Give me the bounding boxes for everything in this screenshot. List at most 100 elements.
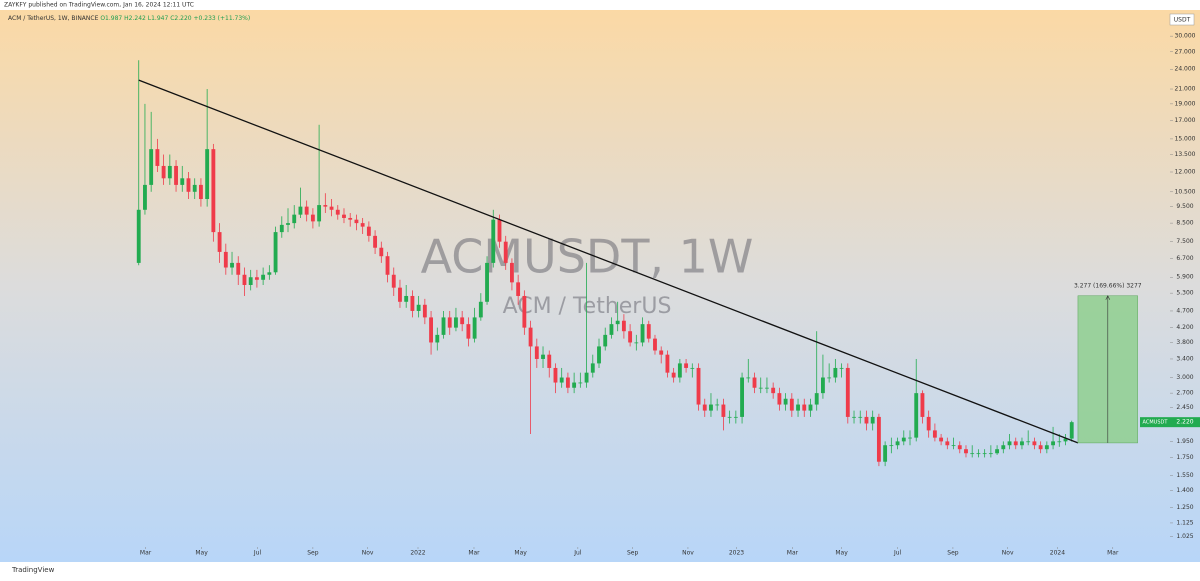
candle-body bbox=[485, 262, 489, 302]
candle-body bbox=[758, 387, 763, 389]
candle-body bbox=[466, 324, 471, 339]
candle-body bbox=[155, 149, 160, 166]
x-tick-label: Nov bbox=[362, 550, 374, 557]
candle-body bbox=[261, 274, 266, 280]
currency-box[interactable] bbox=[1169, 13, 1195, 26]
candle-body bbox=[310, 214, 315, 222]
candle-body bbox=[603, 334, 608, 347]
candle-body bbox=[547, 354, 552, 368]
candle-body bbox=[1038, 445, 1043, 450]
y-tick-label: 5.300 bbox=[1176, 290, 1193, 297]
candle-body bbox=[211, 149, 216, 233]
candle-body bbox=[422, 304, 427, 318]
candle-body bbox=[590, 363, 595, 373]
candle-body bbox=[323, 205, 328, 207]
candle-body bbox=[441, 317, 446, 335]
y-tick-label: 19.000 bbox=[1175, 100, 1196, 107]
candle-body bbox=[783, 398, 788, 405]
y-tick-label: 1.750 bbox=[1176, 454, 1193, 461]
candle-body bbox=[342, 214, 346, 218]
footer-brand: TradingView bbox=[11, 566, 55, 574]
measure-label: 3.277 (169.66%) 3277 bbox=[1074, 282, 1142, 289]
legend: ACM / TetherUS, 1W, BINANCE O1.987 H2.24… bbox=[8, 15, 250, 22]
candle-body bbox=[1001, 445, 1006, 450]
candle-body bbox=[416, 304, 421, 311]
candle-body bbox=[802, 404, 807, 411]
candle-body bbox=[858, 416, 863, 418]
candle-body bbox=[429, 317, 433, 343]
y-tick-label: 3.000 bbox=[1176, 374, 1193, 381]
candle-body bbox=[267, 272, 272, 275]
candle-body bbox=[1026, 441, 1031, 443]
y-tick-label: 2.700 bbox=[1176, 390, 1193, 397]
candle-body bbox=[926, 416, 931, 431]
candle-body bbox=[889, 445, 894, 447]
candle-body bbox=[702, 404, 707, 411]
last-price-tag bbox=[1140, 417, 1170, 428]
currency: USDT bbox=[1174, 17, 1191, 24]
candle-body bbox=[752, 377, 757, 388]
candle-body bbox=[167, 165, 172, 179]
close: C2.220 bbox=[170, 15, 192, 22]
candle-body bbox=[286, 223, 290, 225]
y-tick-label: 21.000 bbox=[1175, 86, 1196, 93]
candle-body bbox=[460, 317, 465, 325]
x-tick-label: Nov bbox=[1002, 550, 1014, 557]
candle-body bbox=[192, 184, 197, 192]
candle-body bbox=[174, 165, 178, 185]
candle-body bbox=[827, 377, 832, 379]
candle-body bbox=[1020, 441, 1024, 446]
candle-body bbox=[578, 382, 583, 384]
x-tick-label: Sep bbox=[947, 550, 959, 557]
y-tick-label: 12.000 bbox=[1175, 168, 1196, 175]
candle-body bbox=[398, 287, 402, 302]
candle-body bbox=[1013, 441, 1018, 446]
candle-body bbox=[329, 206, 334, 210]
candle-body bbox=[136, 209, 141, 263]
candle-body bbox=[553, 367, 558, 383]
candle-body bbox=[379, 247, 384, 257]
y-tick-label: 1.550 bbox=[1176, 472, 1193, 479]
candle-body bbox=[845, 367, 850, 417]
candle-body bbox=[653, 338, 657, 351]
watermark-title: ACMUSDT, 1W bbox=[421, 230, 754, 284]
candle-body bbox=[205, 149, 210, 200]
y-tick-label: 6.700 bbox=[1176, 255, 1193, 262]
x-tick-label: 2023 bbox=[729, 550, 744, 557]
candle-body bbox=[447, 317, 452, 328]
candle-body bbox=[366, 226, 371, 236]
high: H2.242 bbox=[124, 15, 146, 22]
candle-body bbox=[957, 445, 962, 450]
candle-body bbox=[522, 295, 527, 328]
candle-body bbox=[621, 320, 626, 332]
y-tick-label: 13.500 bbox=[1175, 151, 1196, 158]
candle-body bbox=[995, 449, 1000, 454]
candle-body bbox=[186, 178, 191, 192]
candle-body bbox=[740, 377, 744, 417]
candle-body bbox=[1057, 441, 1062, 443]
candle-body bbox=[920, 393, 925, 417]
candle-body bbox=[765, 387, 769, 389]
candle-body bbox=[945, 441, 950, 446]
candle-body bbox=[659, 350, 664, 355]
y-tick-label: 30.000 bbox=[1175, 33, 1196, 40]
candle-body bbox=[143, 184, 147, 210]
candle-body bbox=[541, 354, 545, 359]
candle-body bbox=[970, 453, 975, 455]
candle-body bbox=[895, 441, 900, 446]
last-price-name: ACMUSDT bbox=[1143, 420, 1169, 426]
candle-body bbox=[615, 320, 620, 325]
y-tick-label: 4.700 bbox=[1176, 307, 1193, 314]
candle-body bbox=[254, 277, 259, 280]
y-tick-label: 4.200 bbox=[1176, 324, 1193, 331]
candle-body bbox=[870, 416, 875, 424]
y-tick-label: 1.400 bbox=[1176, 487, 1193, 494]
candle-body bbox=[671, 372, 676, 378]
candle-body bbox=[161, 165, 166, 179]
y-tick-label: 10.500 bbox=[1175, 188, 1196, 195]
candle-body bbox=[1032, 441, 1037, 446]
candle-body bbox=[988, 453, 993, 455]
x-tick-label: May bbox=[514, 550, 527, 557]
x-tick-label: Sep bbox=[627, 550, 639, 557]
